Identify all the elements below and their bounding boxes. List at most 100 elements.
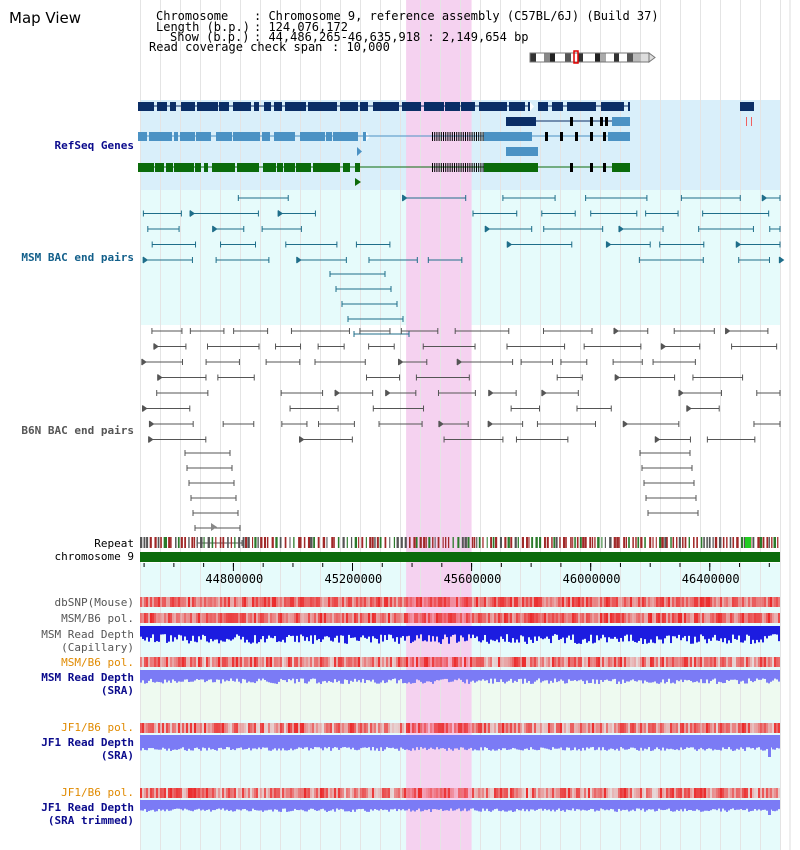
msm-depth-capillary-bar <box>738 626 740 636</box>
repeat-mark <box>555 537 558 548</box>
jf1-b6-pol-2-cell <box>572 788 574 798</box>
jf1-b6-pol-cell <box>560 723 562 733</box>
jf1-b6-pol-cell <box>666 723 668 733</box>
track-label-refseq[interactable]: RefSeq Genes <box>54 139 134 152</box>
msm-b6-pol-cell <box>340 613 342 623</box>
jf1-b6-pol-2-cell <box>210 788 212 798</box>
track-label-repeat[interactable]: Repeat <box>94 537 134 550</box>
track-label-msm-b6-pol-2[interactable]: MSM/B6 pol. <box>61 656 134 669</box>
jf1-b6-pol-2-cell <box>284 788 286 798</box>
repeat-mark <box>211 537 214 548</box>
jf1-b6-pol-cell <box>412 723 414 733</box>
track-label-msm-b6-pol-1[interactable]: MSM/B6 pol. <box>61 612 134 625</box>
msm-depth-capillary-bar <box>674 626 676 637</box>
dbsnp-cell <box>672 597 674 607</box>
refseq-gene-exon <box>506 117 536 126</box>
msm-depth-sra-bar <box>744 670 746 684</box>
refseq-gene-exon <box>233 132 260 141</box>
msm-depth-capillary-bar <box>528 626 530 638</box>
jf1-b6-pol-cell <box>662 723 664 733</box>
jf1-b6-pol-cell <box>718 723 720 733</box>
msm-b6-pol-2-cell <box>300 657 302 667</box>
jf1-depth-sra-bar <box>700 735 702 748</box>
track-label-jf1-depth-sra-1[interactable]: JF1 Read Depth <box>41 736 134 749</box>
track-label-msm-depth-sra-1[interactable]: MSM Read Depth <box>41 671 134 684</box>
jf1-depth-sra-bar <box>314 735 316 748</box>
msm-depth-sra-bar <box>618 670 620 682</box>
dbsnp-cell <box>640 597 642 607</box>
jf1-depth-trimmed-bar <box>464 800 466 809</box>
jf1-depth-trimmed-bar <box>538 800 540 809</box>
msm-b6-pol-cell <box>300 613 302 623</box>
jf1-depth-sra-bar <box>594 735 596 751</box>
track-label-dbsnp[interactable]: dbSNP(Mouse) <box>54 596 134 609</box>
jf1-b6-pol-cell <box>692 723 694 733</box>
track-label-msm-depth-cap-1[interactable]: MSM Read Depth <box>41 628 134 641</box>
msm-b6-pol-2-cell <box>480 657 482 667</box>
msm-b6-pol-2-cell <box>336 657 338 667</box>
msm-depth-capillary-bar <box>278 626 280 642</box>
jf1-depth-trimmed-bar <box>180 800 182 810</box>
msm-depth-sra-bar <box>620 670 622 684</box>
dbsnp-cell <box>456 597 458 607</box>
jf1-depth-trimmed-bar <box>736 800 738 810</box>
jf1-depth-sra-bar <box>404 735 406 750</box>
msm-b6-pol-2-cell <box>340 657 342 667</box>
jf1-depth-sra-bar <box>580 735 582 751</box>
repeat-mark <box>354 537 358 548</box>
msm-b6-pol-cell <box>278 613 280 623</box>
jf1-b6-pol-cell <box>496 723 498 733</box>
track-label-chromosome[interactable]: chromosome 9 <box>54 550 134 563</box>
msm-depth-sra-bar <box>392 670 394 679</box>
track-label-jf1-b6-pol-2[interactable]: JF1/B6 pol. <box>61 786 134 799</box>
repeat-mark <box>644 537 646 548</box>
jf1-b6-pol-2-cell <box>304 788 306 798</box>
msm-depth-sra-bar <box>522 670 524 684</box>
dbsnp-cell <box>458 597 460 607</box>
jf1-depth-trimmed-bar <box>412 800 414 811</box>
dbsnp-cell <box>212 597 214 607</box>
track-label-jf1-b6-pol-1[interactable]: JF1/B6 pol. <box>61 721 134 734</box>
msm-depth-capillary-bar <box>680 626 682 641</box>
refseq-gene-exon <box>197 102 218 111</box>
msm-depth-capillary-bar <box>384 626 386 636</box>
msm-depth-sra-bar <box>290 670 292 681</box>
jf1-b6-pol-cell <box>566 723 568 733</box>
jf1-b6-pol-cell <box>548 723 550 733</box>
msm-depth-sra-bar <box>572 670 574 681</box>
jf1-depth-sra-bar <box>490 735 492 751</box>
repeat-mark <box>703 537 705 548</box>
msm-b6-pol-cell <box>284 613 286 623</box>
msm-b6-pol-cell <box>402 613 404 623</box>
repeat-mark <box>423 537 426 548</box>
msm-depth-sra-bar <box>154 670 156 683</box>
msm-b6-pol-cell <box>516 613 518 623</box>
msm-depth-capillary-bar <box>636 626 638 643</box>
repeat-mark <box>771 537 773 548</box>
jf1-depth-trimmed-bar <box>158 800 160 810</box>
track-label-msm-bac[interactable]: MSM BAC end pairs <box>21 251 134 264</box>
repeat-mark <box>714 537 718 548</box>
msm-b6-pol-cell <box>482 613 484 623</box>
repeat-mark <box>572 537 574 548</box>
msm-b6-pol-2-cell <box>402 657 404 667</box>
msm-depth-capillary-bar <box>274 626 276 637</box>
jf1-depth-trimmed-bar <box>590 800 592 809</box>
jf1-depth-trimmed-bar <box>252 800 254 809</box>
track-label-jf1-depth-trim-1[interactable]: JF1 Read Depth <box>41 801 134 814</box>
msm-depth-sra-bar <box>678 670 680 682</box>
dbsnp-cell <box>278 597 280 607</box>
jf1-b6-pol-2-cell <box>230 788 232 798</box>
msm-b6-pol-cell <box>632 613 634 623</box>
msm-b6-pol-2-cell <box>666 657 668 667</box>
jf1-depth-trimmed-bar <box>374 800 376 810</box>
repeat-mark <box>517 537 519 548</box>
track-label-b6n-bac[interactable]: B6N BAC end pairs <box>21 424 134 437</box>
jf1-b6-pol-2-cell <box>200 788 202 798</box>
dbsnp-cell <box>378 597 380 607</box>
repeat-mark <box>474 537 476 548</box>
refseq-gene-exon <box>454 132 455 141</box>
repeat-mark <box>467 537 470 548</box>
jf1-depth-sra-bar <box>458 735 460 750</box>
